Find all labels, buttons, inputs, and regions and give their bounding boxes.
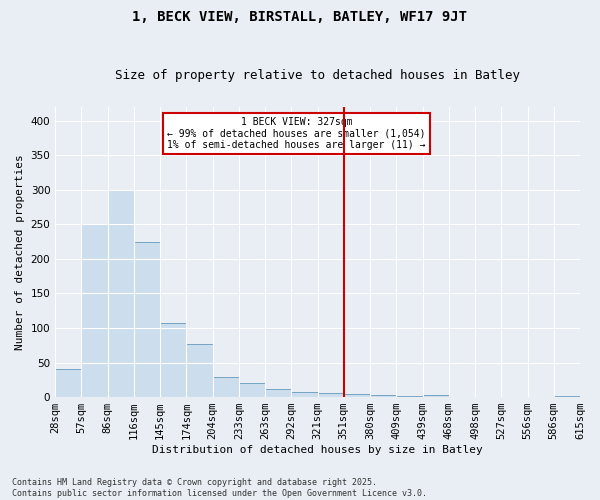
X-axis label: Distribution of detached houses by size in Batley: Distribution of detached houses by size … xyxy=(152,445,483,455)
Text: Contains HM Land Registry data © Crown copyright and database right 2025.
Contai: Contains HM Land Registry data © Crown c… xyxy=(12,478,427,498)
Bar xyxy=(212,377,239,397)
Bar xyxy=(160,323,187,397)
Bar xyxy=(397,396,422,397)
Bar xyxy=(370,395,397,397)
Text: 1 BECK VIEW: 327sqm
← 99% of detached houses are smaller (1,054)
1% of semi-deta: 1 BECK VIEW: 327sqm ← 99% of detached ho… xyxy=(167,117,426,150)
Text: 1, BECK VIEW, BIRSTALL, BATLEY, WF17 9JT: 1, BECK VIEW, BIRSTALL, BATLEY, WF17 9JT xyxy=(133,10,467,24)
Bar xyxy=(422,395,449,397)
Bar xyxy=(134,242,160,397)
Bar xyxy=(554,396,580,397)
Title: Size of property relative to detached houses in Batley: Size of property relative to detached ho… xyxy=(115,69,520,82)
Bar xyxy=(317,393,344,397)
Bar xyxy=(265,389,292,397)
Bar xyxy=(239,384,265,397)
Y-axis label: Number of detached properties: Number of detached properties xyxy=(15,154,25,350)
Bar xyxy=(292,392,317,397)
Bar xyxy=(344,394,370,397)
Bar xyxy=(55,370,82,397)
Bar xyxy=(82,224,107,397)
Bar xyxy=(187,344,212,397)
Bar xyxy=(107,190,134,397)
